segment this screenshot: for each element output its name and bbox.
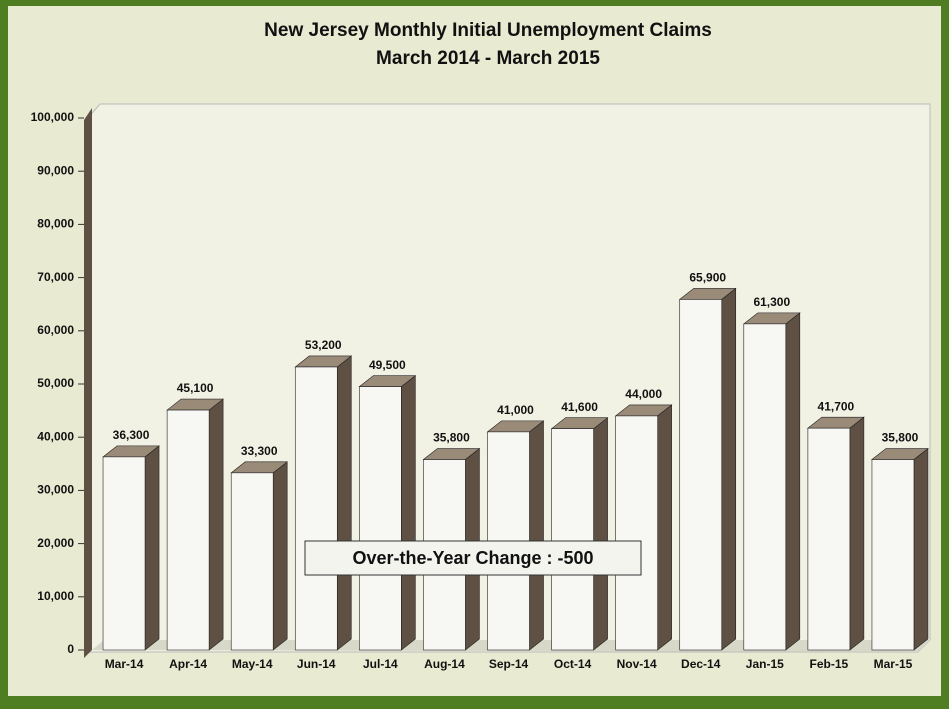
bar: [871, 459, 915, 651]
bar: [551, 428, 594, 651]
bar-side: [144, 445, 160, 651]
x-tick-label: Nov-14: [617, 657, 657, 671]
y-tick-label: 30,000: [37, 483, 74, 497]
bar-side: [593, 417, 608, 651]
data-label: 41,700: [818, 399, 855, 413]
bar: [230, 472, 274, 651]
y-tick-label: 40,000: [37, 429, 74, 443]
annotation: Over-the-Year Change : -500: [352, 548, 593, 568]
bar-side: [785, 312, 801, 651]
bar-side: [849, 416, 865, 651]
data-label: 61,300: [753, 295, 790, 309]
bar-side: [272, 461, 288, 651]
x-tick-label: May-14: [232, 657, 273, 671]
data-label: 35,800: [882, 431, 919, 445]
y-tick-label: 70,000: [37, 270, 74, 284]
bar-side: [401, 375, 416, 651]
x-tick-label: Jun-14: [297, 657, 336, 671]
x-tick-label: Jan-15: [746, 657, 784, 671]
bar: [294, 366, 338, 651]
bar: [679, 299, 723, 651]
data-label: 35,800: [433, 431, 470, 445]
bar-side: [208, 398, 224, 651]
data-label: 33,300: [241, 444, 278, 458]
data-label: 53,200: [305, 338, 342, 352]
data-label: 44,000: [625, 387, 662, 401]
x-tick-label: Feb-15: [810, 657, 849, 671]
bar: [359, 386, 402, 651]
data-label: 65,900: [689, 271, 726, 285]
data-label: 41,000: [497, 403, 534, 417]
x-tick-label: Mar-14: [105, 657, 144, 671]
chart-title: New Jersey Monthly Initial Unemployment …: [264, 20, 712, 41]
bar-side: [721, 287, 737, 651]
chart-subtitle: March 2014 - March 2015: [376, 48, 600, 69]
y-tick-label: 20,000: [37, 536, 74, 550]
bar: [166, 409, 210, 651]
x-tick-label: Mar-15: [874, 657, 913, 671]
bar-side: [657, 404, 672, 651]
y-tick-label: 100,000: [31, 110, 75, 124]
y-tick-label: 50,000: [37, 376, 74, 390]
x-tick-label: Sep-14: [489, 657, 529, 671]
annotation-box: [304, 540, 642, 576]
bar: [615, 415, 658, 651]
bar-side: [913, 447, 929, 651]
x-tick-label: Jul-14: [363, 657, 398, 671]
y-tick-label: 10,000: [37, 589, 74, 603]
x-tick-label: Aug-14: [424, 657, 465, 671]
bar-side: [529, 420, 544, 651]
x-tick-label: Dec-14: [681, 657, 721, 671]
data-label: 45,100: [177, 381, 214, 395]
data-label: 36,300: [113, 428, 150, 442]
axis-wall: [84, 108, 92, 658]
data-label: 49,500: [369, 358, 406, 372]
bar: [743, 323, 787, 651]
y-tick-label: 80,000: [37, 217, 74, 231]
y-tick-label: 60,000: [37, 323, 74, 337]
x-tick-label: Oct-14: [554, 657, 592, 671]
data-label: 41,600: [561, 400, 598, 414]
bar-side: [336, 355, 352, 651]
x-tick-label: Apr-14: [169, 657, 207, 671]
bar: [102, 456, 146, 651]
y-tick-label: 0: [67, 642, 74, 656]
bar: [807, 427, 851, 651]
y-tick-label: 90,000: [37, 163, 74, 177]
